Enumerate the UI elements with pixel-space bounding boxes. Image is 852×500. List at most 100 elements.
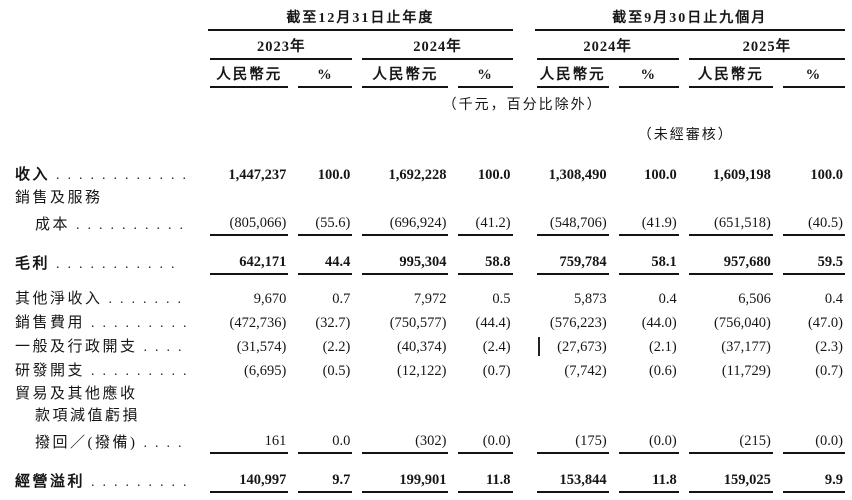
row-label: 撥回／(撥備).... (35, 435, 190, 451)
cell-value: (175) (527, 426, 609, 454)
cell-value: (2.3) (815, 339, 843, 355)
cell-value: 0.5 (492, 291, 511, 307)
cell-value: 153,844 (527, 465, 609, 493)
currency-header: 人民幣元 (688, 65, 773, 88)
cell-value: (0.0) (773, 426, 845, 454)
cell-value: (696,924) (352, 208, 449, 236)
income-statement-table: 截至12月31日止年度 截至9月30日止九個月 2023年 2024年 2024… (15, 8, 845, 493)
cell-value: (44.0) (641, 315, 677, 331)
percent-header: % (298, 65, 353, 88)
table-row: 銷售費用......... (472,736) (32.7) (750,577) (44… (15, 310, 845, 334)
dot-leader: .... (143, 340, 190, 355)
dot-leader: ......... (91, 316, 195, 331)
cell-value: 199,901 (352, 465, 449, 493)
table-row: 其他淨收入....... 9,670 0.7 7,972 0.5 5,873 0.4 6,50… (15, 286, 845, 310)
cell-value: 11.8 (448, 465, 513, 493)
percent-header: % (618, 65, 679, 88)
dot-leader: .... (143, 436, 190, 451)
cell-value: (6,695) (244, 363, 287, 379)
cell-value: (2.1) (648, 339, 677, 355)
year-2023: 2023年 (210, 37, 353, 60)
cell-value: (472,736) (229, 315, 287, 331)
cell-value: (302) (352, 426, 449, 454)
cell-value: 44.4 (288, 247, 353, 275)
cell-value: 957,680 (679, 247, 773, 275)
cell-value: 59.5 (773, 247, 845, 275)
unit-note: （千元，百分比除外） (442, 98, 603, 113)
text-cursor-artifact (538, 337, 540, 356)
dot-leader: ......... (91, 364, 195, 379)
cell-value: 759,784 (527, 247, 609, 275)
cell-value: 6,506 (738, 291, 771, 307)
table-row: 貿易及其他應收 (15, 382, 845, 404)
cell-value: 0.4 (824, 291, 843, 307)
column-gap (513, 358, 527, 382)
column-header-row: 人民幣元 % 人民幣元 % 人民幣元 % 人民幣元 % (15, 60, 845, 88)
cell-value: (756,040) (714, 315, 771, 331)
column-gap (513, 116, 527, 146)
year-2024-nine-month: 2024年 (536, 37, 679, 60)
unit-note-row: （千元，百分比除外） (15, 88, 845, 116)
cell-value: (651,518) (679, 208, 773, 236)
column-gap (513, 162, 527, 186)
cell-value: (55.6) (288, 208, 353, 236)
dot-leader: ........... (56, 257, 183, 272)
cell-value: (0.7) (815, 363, 843, 379)
cell-value: (576,223) (549, 315, 607, 331)
table-row: 款項減值虧損 (15, 404, 845, 426)
percent-header: % (458, 65, 513, 88)
dot-leader: ......... (91, 475, 195, 490)
cell-value: (31,574) (236, 339, 287, 355)
cell-value: (2.2) (322, 339, 351, 355)
year-header-row: 2023年 2024年 2024年 2025年 (15, 31, 845, 60)
cell-value: 140,997 (200, 465, 289, 493)
cell-value: (0.6) (648, 363, 677, 379)
cell-value: 9.9 (773, 465, 845, 493)
cell-value: (2.4) (482, 339, 511, 355)
dot-leader: ............ (56, 168, 195, 183)
cell-value: 1,447,237 (228, 167, 287, 183)
row-label: 銷售費用......... (15, 315, 195, 331)
row-label: 收入............ (15, 167, 195, 183)
table-row: 收入............ 1,447,237 100.0 1,692,228 100… (15, 162, 845, 186)
cell-value: (11,729) (721, 363, 771, 379)
cell-value: (40.5) (773, 208, 845, 236)
cell-value: (32.7) (315, 315, 351, 331)
table-body: 收入............ 1,447,237 100.0 1,692,228 100… (15, 162, 845, 493)
column-gap (513, 286, 527, 310)
row-label: 一般及行政開支.... (15, 339, 190, 355)
row-label: 成本.......... (35, 217, 192, 233)
cell-value: (0.7) (482, 363, 511, 379)
row-label: 款項減值虧損 (35, 408, 141, 424)
cell-value: 100.0 (644, 167, 677, 183)
cell-value: 100.0 (810, 167, 843, 183)
percent-header: % (782, 65, 845, 88)
table-row (15, 454, 845, 465)
column-gap (513, 208, 527, 236)
row-label: 貿易及其他應收 (15, 386, 138, 402)
column-gap (513, 31, 527, 60)
header-spacer-row (15, 146, 845, 162)
cell-value: (41.2) (448, 208, 513, 236)
cell-value: 995,304 (352, 247, 449, 275)
cell-value: 0.7 (332, 291, 351, 307)
table-row: 成本.......... (805,066) (55.6) (696,924) (41.… (15, 208, 845, 236)
dot-leader: ....... (108, 292, 190, 307)
year-2025-nine-month: 2025年 (688, 37, 845, 60)
row-label: 經營溢利......... (15, 474, 195, 490)
column-gap (513, 310, 527, 334)
cell-value: 0.4 (658, 291, 677, 307)
currency-header: 人民幣元 (362, 65, 449, 88)
table-row: 撥回／(撥備).... 161 0.0 (302) (0.0) (175) (0.0) (21… (15, 426, 845, 454)
column-gap (513, 60, 527, 88)
cell-value: 58.1 (609, 247, 679, 275)
cell-value: 161 (200, 426, 289, 454)
period-header-annual: 截至12月31日止年度 (208, 8, 513, 31)
currency-header: 人民幣元 (536, 65, 609, 88)
cell-value: (41.9) (609, 208, 679, 236)
table-header: 截至12月31日止年度 截至9月30日止九個月 2023年 2024年 2024… (15, 8, 845, 162)
cell-value: (44.4) (475, 315, 511, 331)
table-row: 經營溢利......... 140,997 9.7 199,901 11.8 153,84… (15, 465, 845, 493)
cell-value: 100.0 (317, 167, 351, 183)
cell-value: (215) (679, 426, 773, 454)
